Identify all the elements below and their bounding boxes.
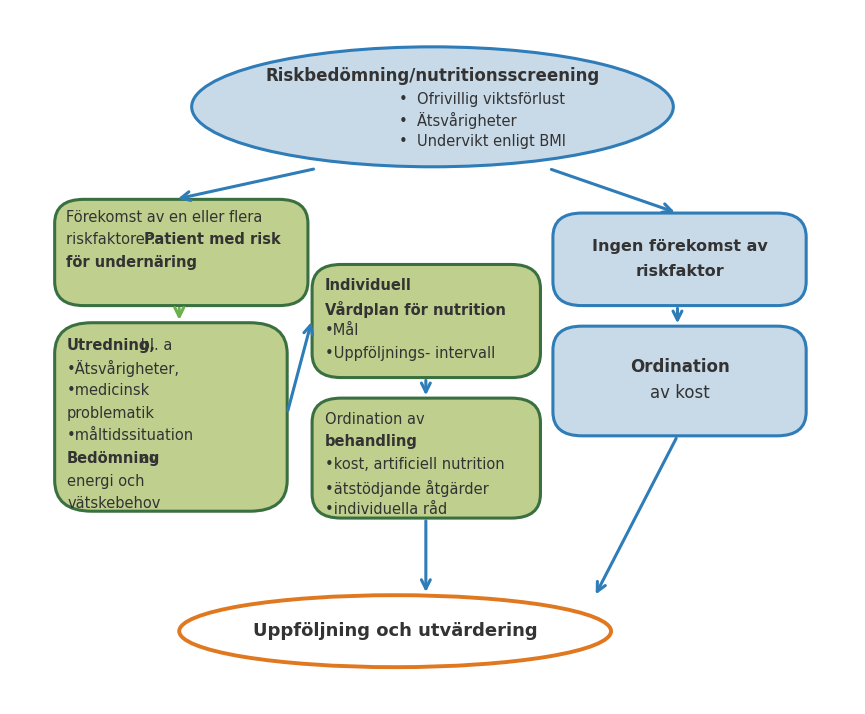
Text: •medicinsk: •medicinsk [67,383,151,398]
Text: behandling: behandling [324,434,418,449]
Text: •Mål: •Mål [324,323,359,338]
Text: •kost, artificiell nutrition: •kost, artificiell nutrition [324,457,504,472]
FancyBboxPatch shape [312,398,541,518]
Text: bl. a: bl. a [136,338,172,353]
Text: Ordination av: Ordination av [324,412,424,427]
Text: Riskbedömning/nutritionsscreening: Riskbedömning/nutritionsscreening [266,67,599,85]
Ellipse shape [179,595,611,667]
Text: Förekomst av en eller flera: Förekomst av en eller flera [67,210,263,225]
Text: energi och: energi och [67,473,144,488]
Text: •  Ofrivillig viktsförlust: • Ofrivillig viktsförlust [400,92,566,108]
Text: Ingen förekomst av: Ingen förekomst av [592,239,767,254]
Text: Patient med risk: Patient med risk [144,231,280,246]
Text: •måltidssituation: •måltidssituation [67,428,195,443]
Text: •  Ätsvårigheter: • Ätsvårigheter [400,112,517,129]
Text: vätskebehov: vätskebehov [67,496,161,511]
Text: riskfaktorer:: riskfaktorer: [67,231,161,246]
Text: Individuell: Individuell [324,278,412,293]
Text: Uppföljning och utvärdering: Uppföljning och utvärdering [253,622,537,640]
Text: Vårdplan för nutrition: Vårdplan för nutrition [324,301,505,318]
FancyBboxPatch shape [553,326,806,436]
FancyBboxPatch shape [54,323,287,511]
FancyBboxPatch shape [312,264,541,378]
Text: problematik: problematik [67,406,155,421]
FancyBboxPatch shape [54,199,308,306]
Text: av: av [136,451,158,466]
Text: •Ätsvårigheter,: •Ätsvårigheter, [67,361,180,378]
FancyBboxPatch shape [553,213,806,306]
Text: •ätstödjande åtgärder: •ätstödjande åtgärder [324,480,489,497]
Text: •individuella råd: •individuella råd [324,503,447,518]
Ellipse shape [192,47,673,167]
Text: •Uppföljnings- intervall: •Uppföljnings- intervall [324,346,495,361]
Text: Utredning,: Utredning, [67,338,156,353]
Text: Ordination: Ordination [630,358,729,376]
Text: av kost: av kost [650,384,709,402]
Text: •  Undervikt enligt BMI: • Undervikt enligt BMI [400,134,567,149]
Text: riskfaktor: riskfaktor [635,264,724,279]
Text: för undernäring: för undernäring [67,255,197,270]
Text: Bedömning: Bedömning [67,451,161,466]
